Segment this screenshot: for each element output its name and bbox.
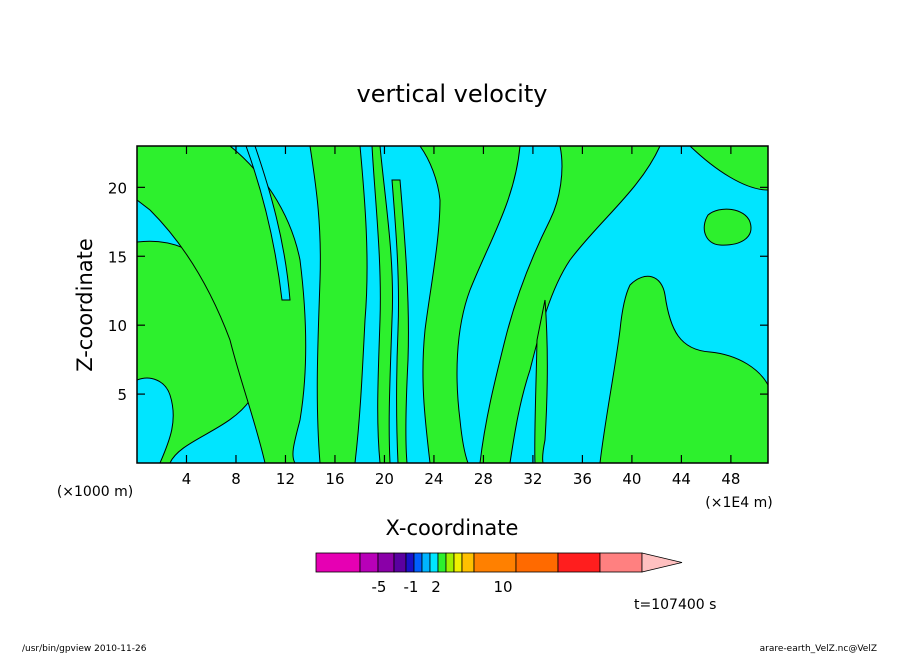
x-tick-label: 32 [523,470,542,488]
colorbar-label: 2 [431,578,441,596]
y-tick-label: 15 [108,248,127,266]
colorbar-segment [429,552,439,573]
velocity-region-right-patch [703,208,752,246]
x-tick-label: 8 [231,470,241,488]
y-axis-label: Z-coordinate [73,238,97,372]
colorbar-segment [445,552,455,573]
y-scale-note: (×1000 m) [57,484,133,500]
colorbar-segment [557,552,601,573]
colorbar-segment [599,552,643,573]
colorbar-segment [421,552,431,573]
x-tick-label: 44 [672,470,691,488]
velocity-region-top-left [137,146,307,463]
colorbar-segment [393,552,407,573]
velocity-region-left-lower [137,377,174,463]
x-tick-label: 24 [424,470,443,488]
y-tick-label: 10 [108,317,127,335]
x-tick-label: 12 [276,470,295,488]
velocity-region-center [309,146,368,463]
chart-title: vertical velocity [357,80,548,108]
plot-frame [136,145,769,464]
colorbar-segment [461,552,475,573]
colorbar-segment [473,552,517,573]
colorbar-segment [359,552,379,573]
footer-left: /usr/bin/gpview 2010-11-26 [22,644,147,654]
colorbar-segment [453,552,463,573]
plot-area [136,145,769,464]
footer-right: arare-earth_VelZ.nc@VelZ [760,644,877,654]
colorbar-segment [515,552,559,573]
colorbar-segment [377,552,395,573]
time-label: t=107400 s [634,597,716,613]
y-tick-label: 20 [108,179,127,197]
x-tick-label: 48 [721,470,740,488]
colorbar: -5 -1 2 10 [315,552,683,596]
x-tick-label: 40 [622,470,641,488]
colorbar-label: -5 [372,578,387,596]
colorbar-segment [437,552,447,573]
colorbar-label: 10 [493,578,512,596]
positive-regions [137,146,768,463]
colorbar-arrow [641,552,683,573]
x-tick-label: 16 [325,470,344,488]
colorbar-label: -1 [404,578,419,596]
x-scale-note: (×1E4 m) [705,495,772,511]
velocity-streak-2 [391,179,409,463]
x-tick-label: 36 [573,470,592,488]
x-axis-label: X-coordinate [386,516,519,540]
x-tick-label: 4 [182,470,192,488]
x-tick-label: 20 [375,470,394,488]
colorbar-segment [405,552,415,573]
y-tick-label: 5 [117,386,127,404]
colorbar-segment [315,552,361,573]
velocity-streak-1 [371,146,394,463]
colorbar-segment [413,552,423,573]
velocity-streak-4 [534,299,548,463]
velocity-streak-3 [245,146,291,301]
x-tick-label: 28 [474,470,493,488]
velocity-region-lower-right [599,275,768,463]
